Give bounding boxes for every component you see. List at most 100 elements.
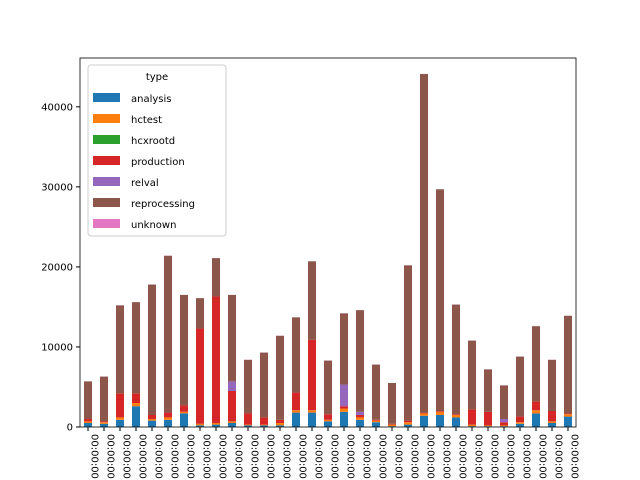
bar-segment [244,359,252,414]
bar-segment [84,421,92,423]
bar-segment [276,422,284,426]
bar-segment [548,422,556,427]
bar-segment [420,413,428,416]
bar-segment [356,310,364,412]
x-tick-label: 00:00:00 [201,434,212,479]
bar-segment [516,422,524,424]
bar-segment [180,405,188,412]
x-tick-label: 00:00:00 [89,434,100,479]
y-tick-label: 20000 [41,262,73,273]
bar-segment [452,417,460,427]
legend-swatch [93,177,120,186]
bar-segment [388,426,396,427]
legend-swatch [93,156,120,165]
bar-segment [452,414,460,415]
bar-segment [180,294,188,406]
bar-segment [276,335,284,420]
bar-segment [468,424,476,427]
legend-label: analysis [131,94,172,105]
bar-segment [404,424,412,427]
x-tick-label: 00:00:00 [233,434,244,479]
x-tick-label: 00:00:00 [313,434,324,479]
bar-segment [132,393,140,403]
x-tick-label: 00:00:00 [345,434,356,479]
bar-segment [452,304,460,415]
legend-box [87,64,227,237]
bar-segment [84,418,92,422]
x-tick-label: 00:00:00 [441,434,452,479]
bar-segment [532,326,540,402]
x-tick-label: 00:00:00 [169,434,180,479]
bar-segment [516,356,524,417]
bar-segment [196,298,204,329]
legend-title: type [146,72,168,83]
bar-segment [356,411,364,415]
legend-swatch [93,219,120,228]
bar-segment [548,421,556,423]
bar-segment [420,74,428,413]
bar-segment [484,426,492,427]
bar-segment [420,415,428,427]
bar-segment [436,189,444,411]
bar-segment [468,426,476,427]
bar-segment [116,305,124,394]
x-tick-label: 00:00:00 [217,434,228,479]
legend-label: hctest [131,115,162,126]
bar-segment [228,421,236,423]
y-tick-label: 10000 [41,342,73,353]
bar-segment [468,409,476,425]
bar-segment [436,410,444,412]
x-tick-label: 00:00:00 [361,434,372,479]
bar-segment [116,417,124,420]
bar-segment [564,414,572,417]
bar-segment [372,419,380,421]
bar-segment [132,402,140,407]
x-tick-label: 00:00:00 [409,434,420,479]
y-tick-label: 40000 [41,102,73,113]
bar-segment [436,414,444,427]
bar-segment [516,423,524,427]
bar-segment [564,416,572,427]
bar-segment [116,393,124,418]
bar-segment [292,317,300,393]
bar-segment [404,422,412,425]
legend-swatch [93,198,120,207]
bar-segment [228,381,236,391]
bar-segment [516,416,524,423]
bar-segment [100,421,108,423]
bar-segment [356,417,364,420]
bar-segment [244,424,252,426]
x-tick-label: 00:00:00 [265,434,276,479]
legend-label: hcxrootd [131,136,175,147]
bar-segment [212,424,220,427]
bar-segment [196,328,204,424]
bar-segment [500,425,508,427]
bar-segment [564,413,572,415]
bar-segment [100,376,108,422]
bar-segment [420,412,428,414]
bar-segment [484,411,492,426]
bar-segment [292,412,300,427]
bar-segment [196,425,204,427]
x-tick-label: 00:00:00 [393,434,404,479]
bar-segment [84,422,92,427]
bar-segment [276,425,284,427]
x-tick-label: 00:00:00 [569,434,580,479]
bar-segment [164,417,172,420]
bar-segment [324,421,332,427]
bar-segment [372,422,380,427]
y-tick-label: 30000 [41,182,73,193]
bar-segment [148,414,156,419]
bar-segment [196,423,204,426]
bar-segment [148,420,156,427]
x-tick-label: 00:00:00 [281,434,292,479]
x-tick-label: 00:00:00 [425,434,436,479]
bar-segment [340,408,348,412]
bar-segment [260,424,268,426]
bar-segment [484,369,492,412]
bar-segment [132,302,140,394]
bar-segment [548,359,556,411]
legend-label: production [131,157,185,168]
x-tick-label: 00:00:00 [249,434,260,479]
bar-segment [484,425,492,427]
